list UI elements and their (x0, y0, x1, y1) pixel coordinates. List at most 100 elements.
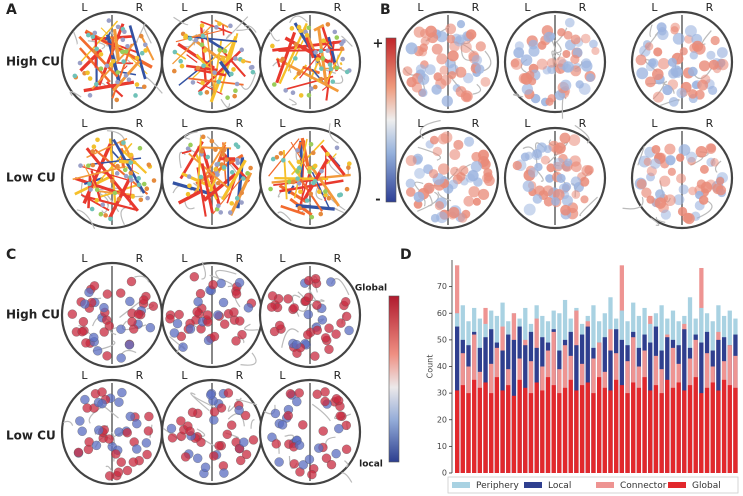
node (310, 150, 316, 156)
hemisphere-label: R (472, 117, 480, 130)
node (425, 25, 437, 38)
edge (310, 165, 340, 207)
hemisphere-label: R (236, 369, 244, 382)
hemisphere-label: L (279, 369, 286, 382)
node (216, 203, 221, 209)
node (312, 163, 318, 169)
node (319, 168, 324, 174)
sulcus (333, 413, 351, 420)
node (227, 210, 233, 215)
node (684, 25, 697, 38)
y-tick-label: 50 (437, 335, 447, 344)
node (98, 51, 104, 57)
node (448, 71, 457, 80)
node (275, 320, 285, 331)
node (312, 389, 322, 399)
sulcus (215, 269, 237, 280)
edge (110, 36, 115, 56)
edge (276, 58, 281, 68)
bar (648, 390, 653, 473)
hemisphere-label: L (81, 1, 88, 14)
node (295, 176, 300, 181)
node (209, 451, 219, 461)
node (141, 181, 147, 187)
hemisphere-label: R (236, 252, 244, 265)
edge (181, 149, 192, 155)
node (543, 196, 554, 207)
node (303, 309, 313, 320)
node (591, 46, 600, 56)
node (216, 278, 226, 289)
node (142, 449, 152, 460)
node (133, 309, 144, 319)
node (208, 280, 218, 290)
bar (682, 390, 687, 473)
bar (636, 387, 642, 473)
node (446, 34, 456, 44)
node (81, 338, 91, 348)
node (167, 433, 178, 443)
node (344, 186, 350, 192)
node (560, 79, 572, 91)
node (123, 73, 129, 78)
node (85, 70, 90, 76)
node (231, 289, 242, 299)
node (306, 25, 312, 31)
edge (83, 80, 135, 93)
sulcus (250, 419, 255, 429)
sulcus (574, 124, 590, 144)
node (243, 303, 254, 313)
node (437, 133, 449, 145)
node (405, 42, 418, 55)
node (534, 185, 545, 197)
edge (188, 77, 244, 86)
node (204, 90, 210, 95)
node (551, 197, 560, 206)
colorbar (385, 37, 397, 203)
node (214, 441, 224, 451)
edge (112, 28, 121, 61)
node (296, 159, 302, 165)
edge (81, 165, 128, 181)
node (192, 307, 202, 317)
bar (540, 390, 545, 473)
sulcus (579, 196, 598, 217)
edge (118, 159, 137, 165)
node (433, 72, 443, 82)
edge (172, 23, 214, 65)
node (87, 76, 93, 81)
node (650, 158, 661, 169)
hemisphere-label: L (81, 369, 88, 382)
node (212, 70, 217, 75)
bar (710, 382, 715, 473)
node (216, 79, 222, 85)
node (648, 58, 659, 68)
hemisphere-label: R (136, 117, 144, 130)
node (561, 195, 573, 207)
node (660, 209, 671, 220)
bar (466, 393, 471, 473)
edge (186, 54, 198, 63)
node (678, 144, 691, 156)
node (441, 95, 453, 107)
node (206, 390, 216, 400)
node (673, 194, 685, 206)
node (672, 32, 685, 45)
edge (295, 203, 335, 211)
node (116, 324, 126, 334)
node (209, 407, 220, 417)
node (344, 69, 350, 75)
edge (72, 166, 124, 181)
node (331, 394, 342, 404)
node (234, 277, 245, 288)
node (198, 174, 204, 180)
node (303, 292, 314, 303)
node (115, 70, 120, 75)
sulcus (145, 76, 163, 94)
sulcus (69, 91, 82, 98)
node (668, 96, 679, 107)
edge (140, 35, 155, 61)
node (200, 80, 205, 86)
